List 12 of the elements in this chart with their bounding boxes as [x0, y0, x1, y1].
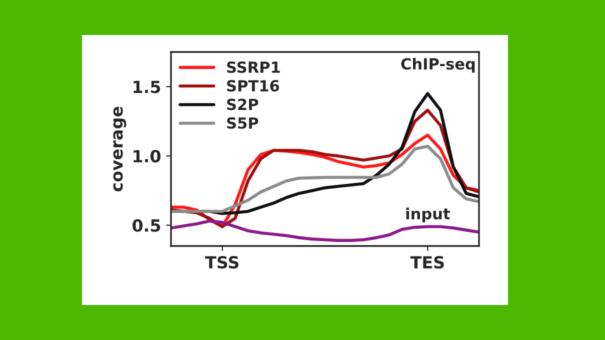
annotation: ChIP-seq: [401, 58, 475, 73]
legend-label: S2P: [227, 98, 258, 110]
legend-label: SSRP1: [227, 61, 280, 73]
legend-label: S5P: [227, 117, 258, 129]
legend-label: SPT16: [227, 80, 280, 92]
y-tick-label: 1.0: [134, 150, 160, 162]
annotation: input: [406, 208, 450, 222]
x-tick-label: TES: [410, 256, 444, 269]
y-tick-label: 0.5: [132, 219, 160, 232]
y-axis-title: coverage: [113, 106, 126, 192]
y-tick-label: 1.5: [134, 80, 160, 94]
x-tick-label: TSS: [205, 256, 238, 269]
